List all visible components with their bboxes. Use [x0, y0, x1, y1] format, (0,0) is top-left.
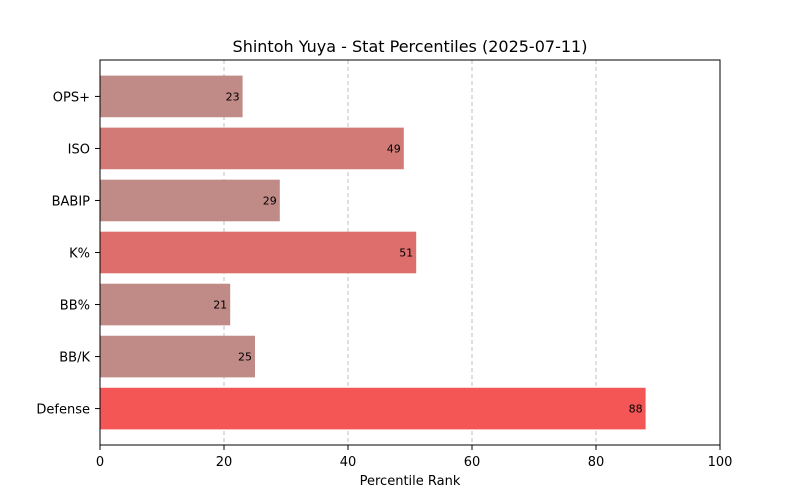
- bar: [100, 335, 255, 378]
- x-axis-ticks: 0 20 40 60 80 100: [96, 445, 733, 470]
- data-label: 21: [213, 299, 227, 312]
- bar: [100, 75, 243, 118]
- bar: [100, 179, 280, 222]
- data-label: 49: [387, 142, 401, 155]
- x-tick-label: 60: [464, 455, 481, 470]
- y-tick-label: OPS+: [53, 90, 90, 105]
- data-label: 25: [238, 351, 252, 364]
- bar: [100, 127, 404, 170]
- data-label: 29: [263, 194, 277, 207]
- bar: [100, 387, 646, 430]
- bars: [100, 75, 646, 430]
- data-labels: 23 49 29 51 21 25 88: [213, 90, 642, 415]
- x-axis-label: Percentile Rank: [360, 474, 461, 489]
- x-tick-label: 100: [708, 455, 733, 470]
- y-axis-ticks: OPS+ ISO BABIP K% BB% BB/K Defense: [36, 90, 100, 418]
- bar: [100, 231, 417, 274]
- y-tick-label: BB/K: [59, 351, 90, 366]
- chart-title: Shintoh Yuya - Stat Percentiles (2025-07…: [233, 37, 588, 56]
- data-label: 88: [629, 403, 643, 416]
- y-tick-label: BB%: [60, 299, 90, 314]
- y-tick-label: K%: [69, 247, 90, 262]
- x-tick-label: 80: [588, 455, 605, 470]
- x-tick-label: 0: [96, 455, 104, 470]
- y-tick-label: BABIP: [52, 194, 91, 209]
- bar: [100, 283, 231, 326]
- x-tick-label: 20: [216, 455, 233, 470]
- y-tick-label: Defense: [36, 403, 90, 418]
- data-label: 51: [399, 247, 413, 260]
- y-tick-label: ISO: [68, 142, 90, 157]
- data-label: 23: [226, 90, 240, 103]
- x-tick-label: 40: [340, 455, 357, 470]
